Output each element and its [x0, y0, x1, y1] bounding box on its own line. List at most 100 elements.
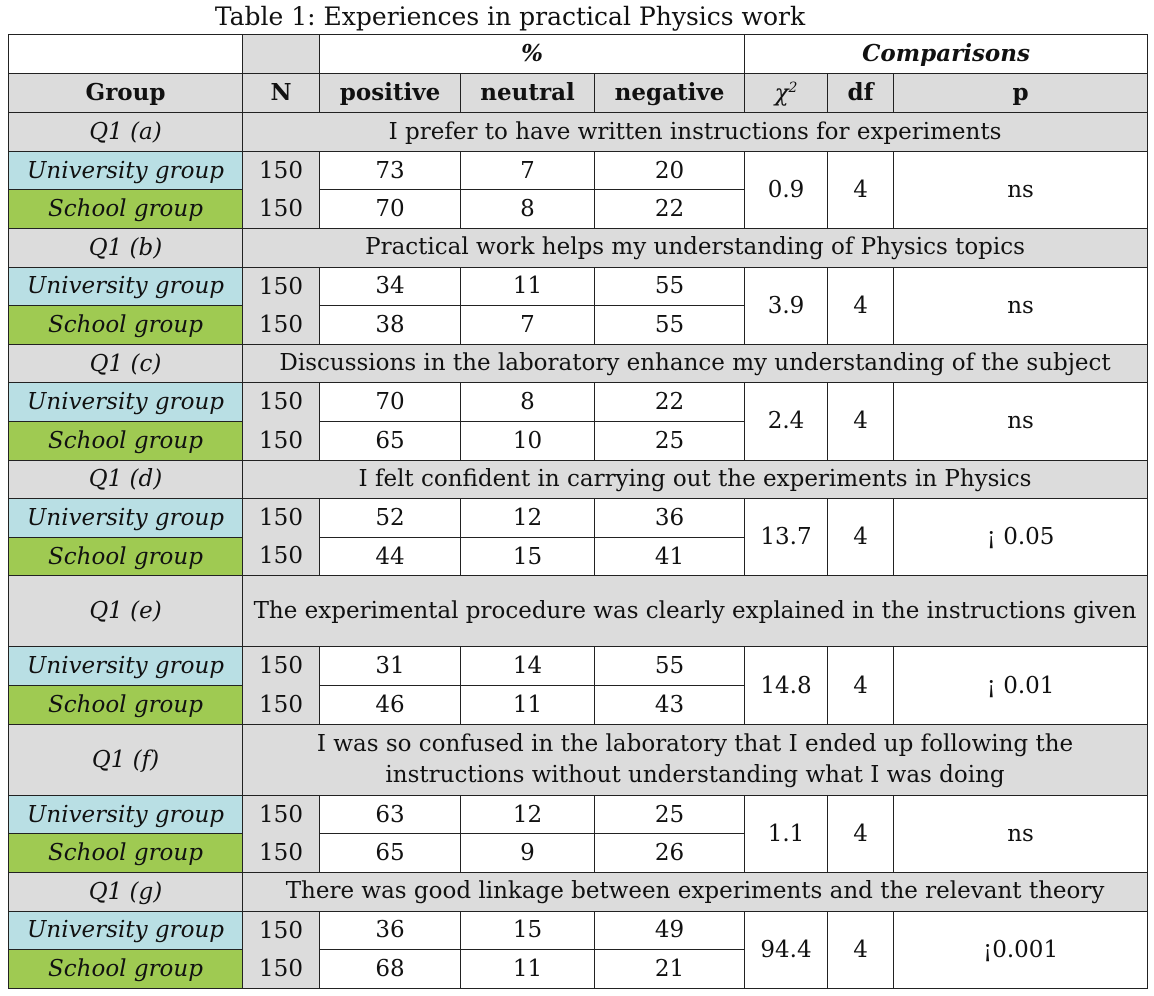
df-value: 4: [827, 150, 895, 229]
df-value: 4: [827, 382, 895, 461]
question-id: Q1 (d): [8, 459, 243, 500]
university-label: University group: [8, 646, 243, 687]
university-label: University group: [8, 498, 243, 538]
question-id: Q1 (g): [8, 871, 243, 912]
question-row: Q1 (g) There was good linkage between exp…: [8, 871, 1149, 912]
university-row: University group 150 31 14 55 14.8 4 ¡ 0.01: [8, 646, 1149, 725]
neutral-value: 9: [460, 833, 595, 873]
header-n-top-cell: [242, 34, 320, 74]
header-row: Group N positive neutral negative χ2 df …: [8, 72, 1149, 114]
university-label: University group: [8, 910, 243, 951]
question-id: Q1 (c): [8, 343, 243, 384]
negative-value: 25: [593, 420, 746, 461]
question-text: The experimental procedure was clearly e…: [241, 575, 1149, 648]
negative-value: 43: [593, 685, 746, 725]
positive-value: 31: [319, 646, 461, 687]
header-positive: positive: [319, 72, 461, 114]
question-row: Q1 (d) I felt confident in carrying out t…: [8, 459, 1149, 500]
negative-value: 25: [593, 794, 746, 835]
school-label: School group: [8, 833, 243, 873]
p-value: ns: [893, 150, 1149, 229]
university-label: University group: [8, 150, 243, 191]
n-value: 150: [242, 150, 320, 190]
university-label: University group: [8, 266, 243, 307]
university-label: University group: [8, 794, 243, 835]
neutral-value: 12: [460, 794, 595, 835]
neutral-value: 14: [460, 646, 595, 687]
negative-value: 36: [593, 498, 746, 538]
table-caption: Table 1: Experiences in practical Physic…: [214, 2, 806, 31]
n-value: 150: [242, 382, 320, 422]
n-value: 150: [242, 685, 320, 725]
question-row: Q1 (b) Practical work helps my understand…: [8, 227, 1149, 268]
university-row: University group 150 34 11 55 3.9 4 ns: [8, 266, 1149, 345]
question-text: I felt confident in carrying out the exp…: [241, 459, 1149, 500]
header-n: N: [242, 72, 320, 114]
n-value: 150: [242, 421, 320, 461]
question-id: Q1 (f): [8, 723, 243, 796]
p-value: ¡ 0.05: [893, 498, 1149, 577]
negative-value: 55: [593, 305, 746, 345]
positive-value: 70: [319, 382, 461, 422]
neutral-value: 7: [460, 150, 595, 191]
positive-value: 68: [319, 949, 461, 989]
negative-value: 21: [593, 949, 746, 989]
question-row: Q1 (c) Discussions in the laboratory enha…: [8, 343, 1149, 384]
header-percent: %: [318, 34, 746, 74]
school-row: School group 150 68 11 21: [8, 949, 1148, 989]
header-chi-squared: χ2: [744, 72, 829, 114]
positive-value: 34: [319, 266, 461, 307]
neutral-value: 7: [460, 305, 595, 345]
p-value: ns: [893, 794, 1149, 873]
university-row: University group 150 70 8 22 2.4 4 ns: [8, 382, 1149, 461]
chi2-value: 3.9: [744, 266, 829, 345]
positive-value: 52: [319, 498, 461, 538]
question-text: Practical work helps my understanding of…: [241, 227, 1149, 268]
school-label: School group: [8, 949, 243, 989]
df-value: 4: [827, 794, 895, 873]
positive-value: 44: [319, 536, 461, 577]
question-text: There was good linkage between experimen…: [241, 871, 1149, 912]
negative-value: 55: [593, 266, 746, 307]
n-value: 150: [242, 794, 320, 834]
df-value: 4: [827, 910, 895, 990]
school-label: School group: [8, 305, 243, 345]
chi2-value: 0.9: [744, 150, 829, 229]
n-value: 150: [242, 498, 320, 538]
negative-value: 20: [593, 150, 746, 191]
df-value: 4: [827, 498, 895, 577]
neutral-value: 12: [460, 498, 595, 538]
negative-value: 26: [593, 833, 746, 873]
negative-value: 49: [593, 910, 746, 951]
header-row-top: % Comparisons: [8, 34, 1149, 74]
school-label: School group: [8, 685, 243, 725]
chi2-value: 1.1: [744, 794, 829, 873]
positive-value: 70: [319, 189, 461, 229]
n-value: 150: [242, 949, 320, 989]
chi-symbol: χ: [774, 80, 789, 107]
header-negative: negative: [593, 72, 746, 114]
positive-value: 36: [319, 910, 461, 951]
question-row: Q1 (f) I was so confused in the laborator…: [8, 723, 1149, 796]
header-group: Group: [8, 72, 243, 114]
positive-value: 65: [319, 420, 461, 461]
school-row: School group 150 65 9 26: [8, 833, 1148, 873]
university-row: University group 150 73 7 20 0.9 4 ns: [8, 150, 1149, 229]
negative-value: 55: [593, 646, 746, 687]
chi2-value: 14.8: [744, 646, 829, 725]
n-value: 150: [242, 305, 320, 345]
p-value: ¡ 0.01: [893, 646, 1149, 725]
positive-value: 46: [319, 685, 461, 725]
school-label: School group: [8, 420, 243, 461]
neutral-value: 8: [460, 189, 595, 229]
question-text: I was so confused in the laboratory that…: [241, 723, 1149, 796]
chi2-value: 13.7: [744, 498, 829, 577]
negative-value: 22: [593, 189, 746, 229]
school-row: School group 150 44 15 41: [8, 536, 1148, 577]
header-comparisons: Comparisons: [744, 34, 1149, 74]
chi2-value: 94.4: [744, 910, 829, 990]
question-row: Q1 (a) I prefer to have written instructi…: [8, 112, 1149, 152]
results-table: % Comparisons Group N positive neutral n…: [8, 34, 1149, 990]
n-value: 150: [242, 833, 320, 873]
school-row: School group 150 46 11 43: [8, 685, 1148, 725]
